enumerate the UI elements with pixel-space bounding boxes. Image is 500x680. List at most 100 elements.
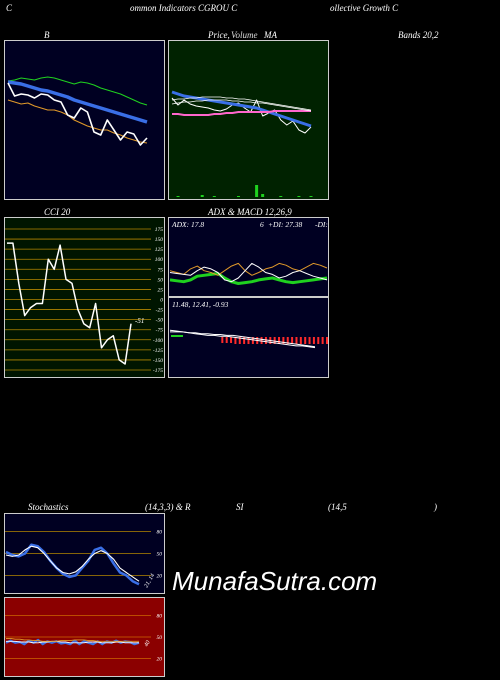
price-ma-white1-line xyxy=(171,99,312,112)
macd-histogram-bar xyxy=(221,337,224,343)
bands-title-right: Bands 20,2 xyxy=(398,30,439,40)
macd-histogram-bar xyxy=(278,337,281,344)
macd-histogram-bar xyxy=(286,337,289,344)
bollinger-close-line xyxy=(7,82,148,146)
adx-chart: ADX: 17.8 6 +DI: 27.38 -DI: 39.29 xyxy=(168,217,329,297)
macd-histogram-bar xyxy=(238,337,241,344)
cci-title: CCI 20 xyxy=(44,207,71,217)
adx-extra-label: 6 xyxy=(260,220,264,229)
header-right: ollective Growth C xyxy=(330,3,399,13)
stoch-k-line xyxy=(5,543,140,586)
plus-di-label: +DI: 27.38 xyxy=(268,220,302,229)
volume-bar xyxy=(279,196,283,197)
stoch-tick-label: 20 xyxy=(157,573,163,579)
rsi-tick-label: 80 xyxy=(157,613,163,619)
stoch-tick-label: 50 xyxy=(157,552,163,558)
cci-tick-label: -25 xyxy=(156,308,164,314)
bollinger-middle-line xyxy=(7,80,148,124)
macd-histogram-bar xyxy=(326,337,328,344)
macd-histogram-bar xyxy=(312,337,315,344)
macd-histogram-bar xyxy=(225,337,228,343)
minus-di-line xyxy=(169,262,328,283)
rsi-tick-label: 20 xyxy=(157,657,163,663)
macd-histogram-bar xyxy=(299,337,302,344)
price-ma-white2-line xyxy=(171,96,312,111)
cci-tick-label: 0 xyxy=(160,298,163,304)
volume-title: Volume xyxy=(231,30,258,40)
volume-bar xyxy=(200,195,204,197)
adx-value-label: ADX: 17.8 xyxy=(171,220,204,229)
rsi-params: (14,5 xyxy=(328,502,347,512)
cci-tick-label: 125 xyxy=(155,247,164,253)
cci-tick-label: 50 xyxy=(158,277,164,283)
price-volume-ma-chart xyxy=(168,40,329,200)
macd-histogram-bar xyxy=(321,337,324,344)
plus-di-line xyxy=(169,262,328,276)
macd-histogram-bar xyxy=(282,337,285,344)
cci-tick-label: 175 xyxy=(155,227,164,233)
macd-histogram-bar xyxy=(251,337,254,344)
cci-tick-label: -175 xyxy=(153,368,163,374)
ma-title: MA xyxy=(264,30,277,40)
cci-tick-label: -75 xyxy=(156,328,164,334)
macd-histogram-bar xyxy=(230,337,233,343)
macd-chart: 11.48, 12.41, -0.93 xyxy=(168,297,329,378)
macd-histogram-bar xyxy=(308,337,311,344)
mfi-line xyxy=(6,637,139,642)
panel-frame xyxy=(168,217,329,297)
minus-di-label: -DI: 39.29 xyxy=(315,220,329,229)
macd-histogram-bar xyxy=(243,337,246,344)
rsi-paren: ) xyxy=(434,502,437,512)
stoch-params: (14,3,3) & R xyxy=(145,502,191,512)
panel-frame xyxy=(4,217,165,378)
rsi-chart: 80 50 20 40 xyxy=(4,597,165,677)
volume-bar xyxy=(261,194,265,197)
macd-green-mark xyxy=(171,335,183,337)
header-left: C xyxy=(6,3,13,13)
cci-tick-label: 25 xyxy=(158,287,164,293)
macd-histogram-bar xyxy=(264,337,267,344)
macd-histogram-bar xyxy=(234,337,237,344)
cci-value-label: -51 xyxy=(135,317,144,325)
adx-macd-title: ADX & MACD 12,26,9 xyxy=(208,207,292,217)
cci-tick-label: 150 xyxy=(155,237,164,243)
volume-bar xyxy=(309,196,313,197)
volume-bar xyxy=(212,196,216,197)
price-title: Price, xyxy=(208,30,230,40)
bollinger-upper-line xyxy=(7,76,148,106)
macd-histogram-bar xyxy=(304,337,307,344)
macd-histogram-bar xyxy=(273,337,276,344)
cci-tick-label: -100 xyxy=(153,338,163,344)
stoch-tick-label: 80 xyxy=(157,530,163,536)
cci-line xyxy=(7,242,132,365)
volume-bar xyxy=(297,196,301,197)
panel-frame xyxy=(168,40,329,200)
price-ma-pink-line xyxy=(172,110,311,116)
macd-values-label: 11.48, 12.41, -0.93 xyxy=(172,300,229,309)
macd-histogram-bar xyxy=(317,337,320,344)
macd-signal-line xyxy=(170,331,316,348)
header-middle: ommon Indicators CGROU C xyxy=(130,3,238,13)
rsi-tick-label: 50 xyxy=(157,635,163,641)
stoch-title: Stochastics xyxy=(28,502,69,512)
cci-tick-label: -50 xyxy=(156,318,164,324)
volume-bar xyxy=(176,196,180,197)
stoch-d-line xyxy=(5,545,140,582)
macd-histogram-bar xyxy=(295,337,298,344)
macd-macd-line xyxy=(169,329,316,349)
volume-bar xyxy=(255,185,259,197)
rsi-title: SI xyxy=(236,502,244,512)
cci-tick-label: 100 xyxy=(155,257,164,263)
rsi-avg-line xyxy=(6,640,139,644)
volume-bar xyxy=(236,196,240,197)
cci-tick-label: -125 xyxy=(153,348,163,354)
macd-histogram-bar xyxy=(260,337,263,344)
bands-title-b: B xyxy=(44,30,50,40)
cci-tick-label: -150 xyxy=(153,358,163,364)
cci-tick-label: 75 xyxy=(158,267,164,273)
macd-histogram-bar xyxy=(291,337,294,344)
cci-chart: 175 150 125 100 75 50 25 0 -25 -50 -75 -100 -125 -150… xyxy=(4,217,165,378)
adx-line xyxy=(169,272,328,285)
bollinger-bands-chart xyxy=(4,40,165,200)
